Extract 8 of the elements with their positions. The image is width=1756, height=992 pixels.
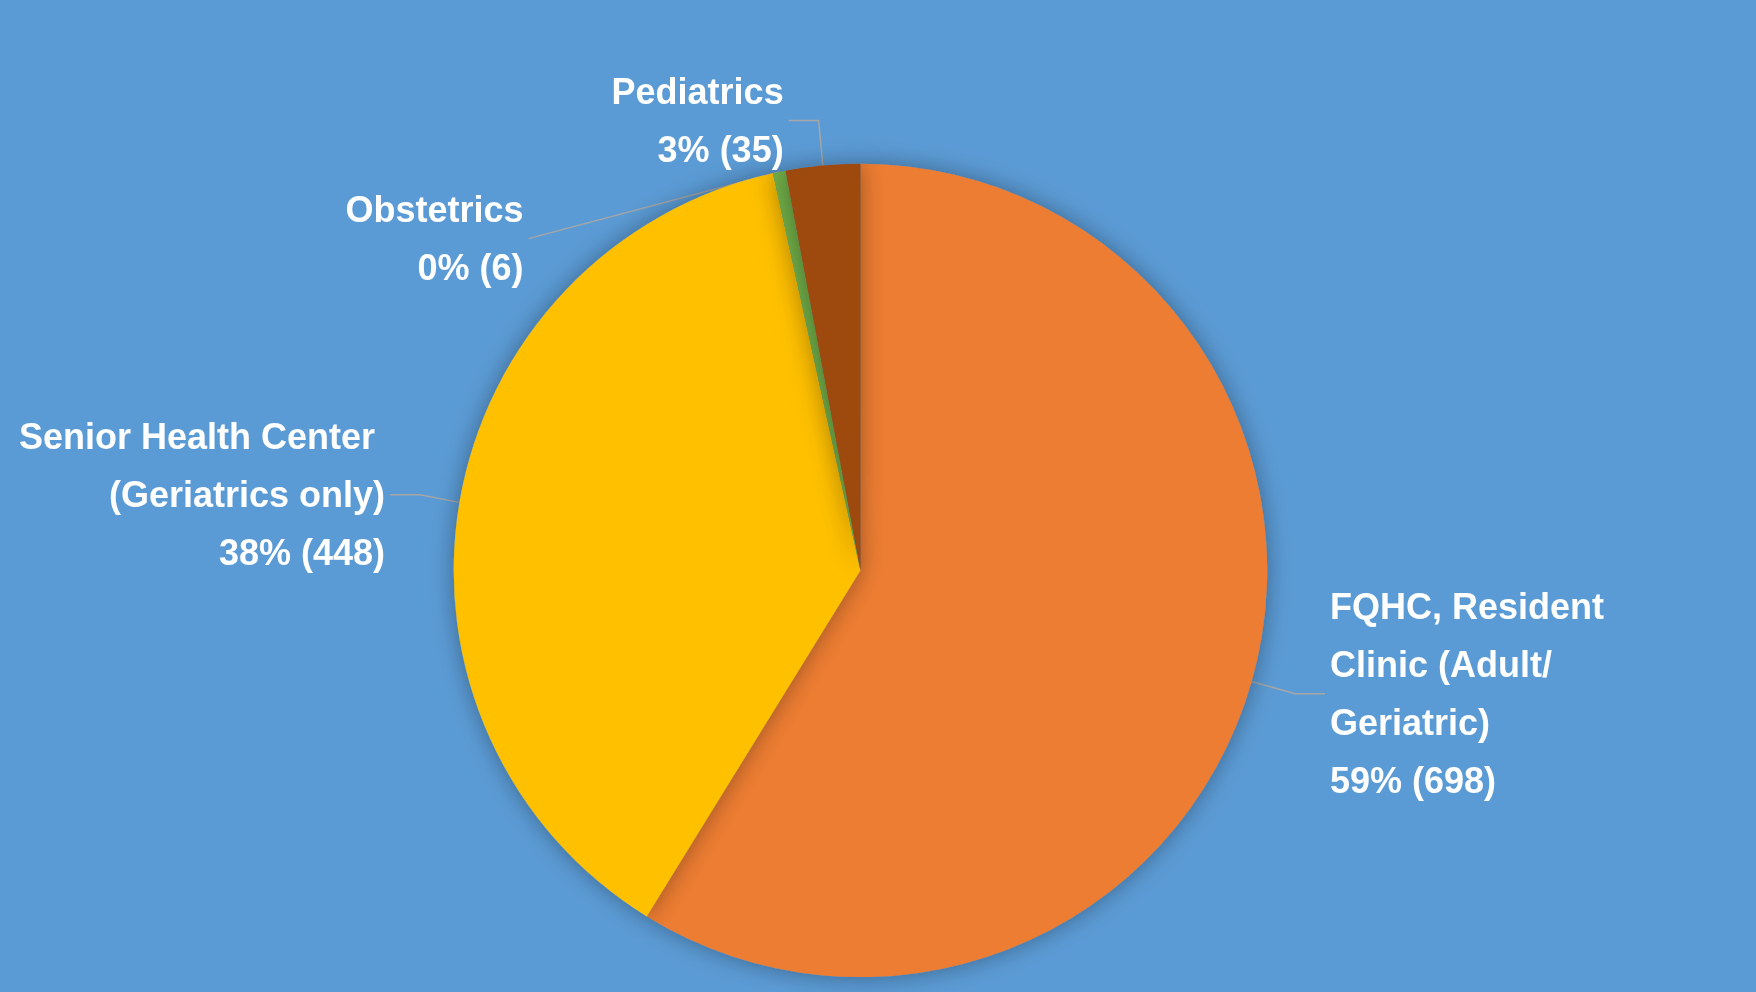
data-label: 38% (448) xyxy=(218,532,386,574)
data-label: 59% (698) xyxy=(1329,760,1497,802)
slice-label: Senior Health Center (Geriatrics only) xyxy=(18,416,386,516)
data-label: 0% (6) xyxy=(417,247,524,289)
data-label: 3% (35) xyxy=(657,129,784,171)
slice-label: Pediatrics xyxy=(611,71,784,113)
slice-label: FQHC, Resident Clinic (Adult/Geriatric) xyxy=(1329,586,1615,744)
slice-label: Obstetrics xyxy=(345,189,524,231)
